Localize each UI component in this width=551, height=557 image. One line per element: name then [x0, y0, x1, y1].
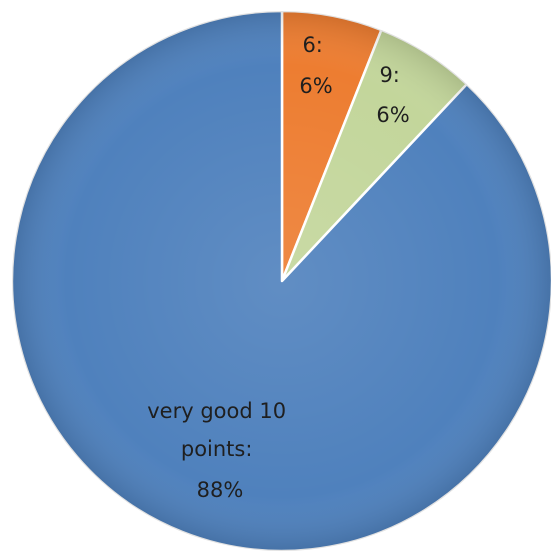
- pie-slice-very-good-10-points: [10, 9, 551, 553]
- slice-label-9-percent: 6%: [376, 103, 409, 127]
- slice-label-9-name: 9:: [379, 63, 399, 87]
- pie-slices: [10, 9, 551, 553]
- slice-label-6-percent: 6%: [299, 74, 332, 98]
- slice-label-very-good-10-percent: 88%: [197, 478, 244, 502]
- slice-label-very-good-10: very good 10 points: 88%: [147, 399, 293, 502]
- slice-label-6-name: 6:: [302, 33, 322, 57]
- slice-label-very-good-10-name-2: points:: [181, 437, 253, 461]
- slice-label-6: 6: 6%: [299, 33, 332, 98]
- slice-label-very-good-10-name: very good 10: [147, 399, 286, 423]
- slice-label-9: 9: 6%: [376, 63, 409, 127]
